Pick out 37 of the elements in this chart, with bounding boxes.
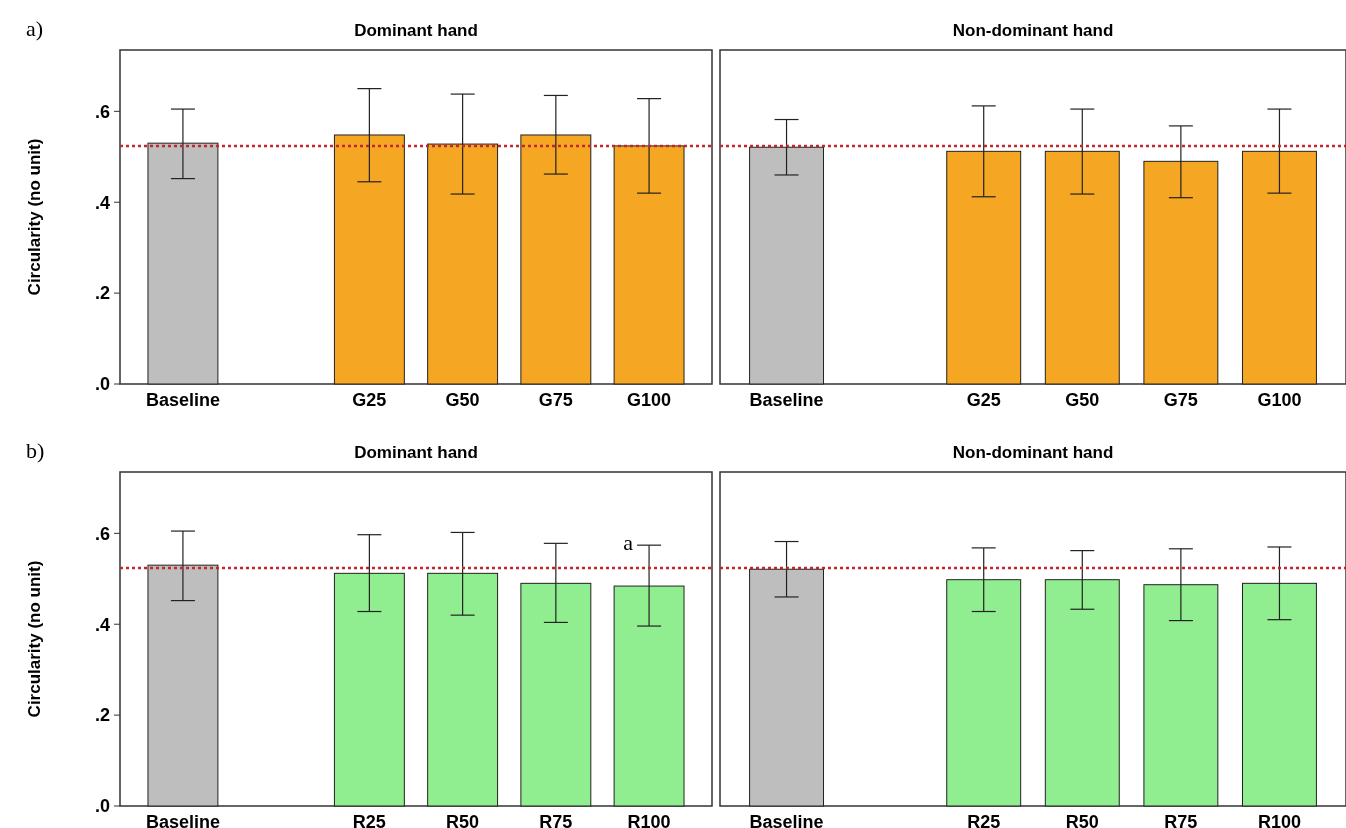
y-axis-title: Circularity (no unit) xyxy=(25,560,44,718)
x-tick-label: R75 xyxy=(539,812,573,828)
x-tick-label: Baseline xyxy=(145,812,220,828)
y-tick-label: .4 xyxy=(94,192,110,213)
text: b) xyxy=(26,438,45,463)
x-tick-label: G50 xyxy=(1065,390,1100,410)
x-tick-label: Baseline xyxy=(749,390,824,410)
x-tick-label: G50 xyxy=(445,390,480,410)
x-tick-label: R75 xyxy=(1164,812,1198,828)
y-tick-label: .4 xyxy=(94,614,110,635)
x-tick-label: R50 xyxy=(1065,812,1099,828)
x-tick-label: G100 xyxy=(1257,390,1302,410)
x-tick-label: R25 xyxy=(352,812,386,828)
x-tick-label: R25 xyxy=(967,812,1001,828)
text: a) xyxy=(26,16,44,41)
annotation: a xyxy=(623,529,634,555)
chart-title: Dominant hand xyxy=(354,443,478,462)
y-tick-label: .6 xyxy=(94,101,110,122)
x-tick-label: G100 xyxy=(627,390,672,410)
chart-title: Non-dominant hand xyxy=(952,443,1114,462)
y-tick-label: .0 xyxy=(94,374,110,395)
x-tick-label: G75 xyxy=(538,390,573,410)
x-tick-label: R50 xyxy=(446,812,480,828)
x-tick-label: G25 xyxy=(966,390,1001,410)
x-tick-label: Baseline xyxy=(145,390,220,410)
y-tick-label: .2 xyxy=(94,283,110,304)
x-tick-label: Baseline xyxy=(749,812,824,828)
x-tick-label: R100 xyxy=(627,812,671,828)
chart-title: Non-dominant hand xyxy=(952,21,1114,40)
x-tick-label: G75 xyxy=(1163,390,1198,410)
x-tick-label: R100 xyxy=(1257,812,1301,828)
y-axis-title: Circularity (no unit) xyxy=(25,138,44,296)
y-tick-label: .0 xyxy=(94,796,110,817)
y-tick-label: .6 xyxy=(94,523,110,544)
chart-title: Dominant hand xyxy=(354,21,478,40)
x-tick-label: G25 xyxy=(352,390,387,410)
y-tick-label: .2 xyxy=(94,705,110,726)
